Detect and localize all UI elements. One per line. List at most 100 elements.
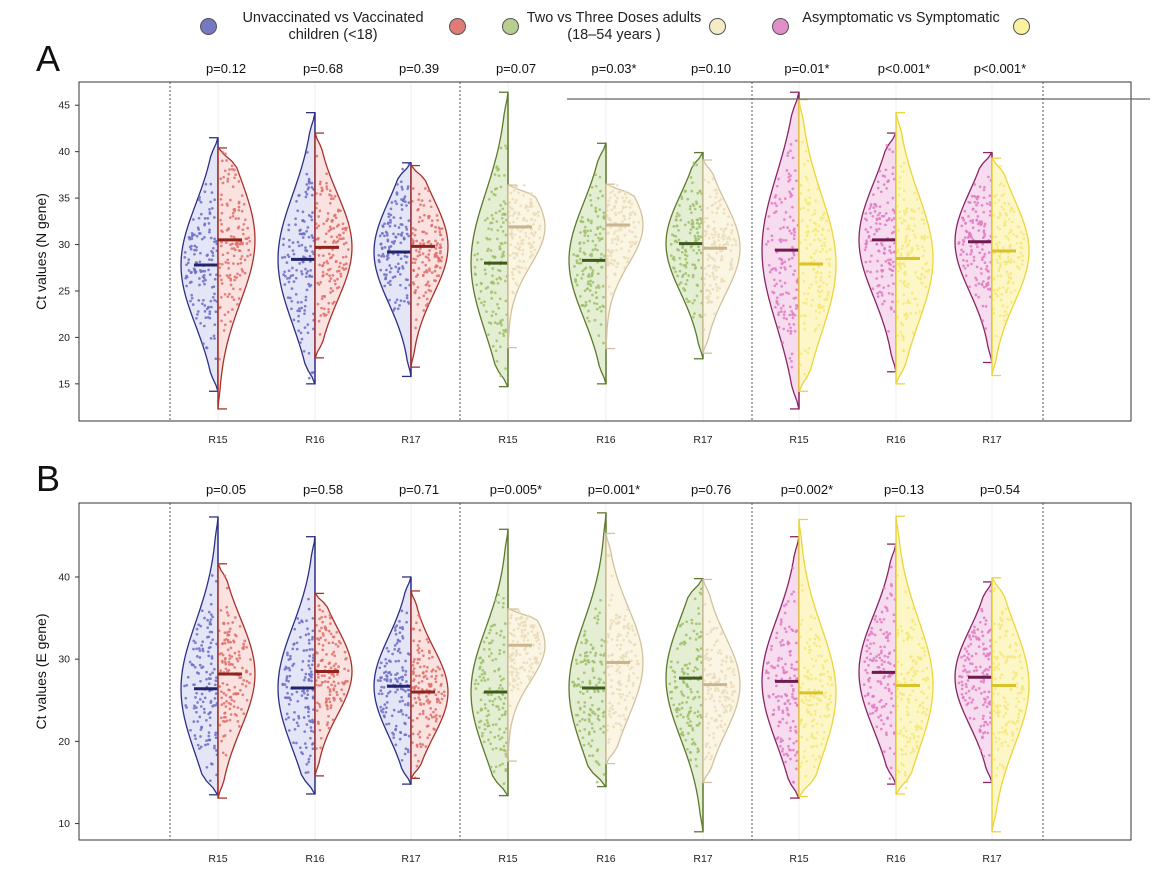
violin-b-2: [373, 576, 449, 785]
jitter-points: [765, 139, 800, 369]
legend-label: Two vs Three Doses adults (18–54 years ): [526, 10, 702, 43]
violin-left-half: [761, 536, 800, 799]
violin-a-6: [761, 91, 837, 410]
x-tick-label: R15: [789, 434, 808, 446]
x-tick-label: R15: [498, 434, 517, 446]
violin-left-half: [858, 132, 897, 373]
p-value-label: p=0.13: [884, 482, 924, 497]
violin-right-half: [314, 132, 353, 359]
violin-right-half: [798, 518, 837, 798]
x-tick-label: R17: [982, 853, 1001, 865]
y-tick-label: 45: [58, 100, 70, 112]
y-tick-label: 25: [58, 285, 70, 297]
violin-right-half: [605, 532, 644, 765]
x-tick-label: R16: [596, 434, 615, 446]
x-tick-label: R16: [886, 853, 905, 865]
legend-swatch-two-doses: [502, 18, 519, 35]
jitter-points: [410, 187, 444, 330]
jitter-points: [799, 584, 834, 778]
violin-right-half: [507, 608, 546, 762]
violin-b-7: [858, 515, 934, 795]
y-tick-label: 35: [58, 193, 70, 205]
jitter-points: [862, 565, 897, 780]
legend-group-1: Unvaccinated vs Vaccinated children (<18…: [200, 10, 466, 44]
jitter-points: [895, 574, 931, 790]
p-value-label: p<0.001*: [974, 61, 1026, 76]
x-tick-label: R16: [886, 434, 905, 446]
p-value-label: p=0.76: [691, 482, 731, 497]
x-tick-label: R17: [401, 434, 420, 446]
jitter-points: [572, 173, 606, 345]
violin-a-1: [277, 111, 353, 385]
violin-right-half: [895, 515, 934, 795]
panel-a: 15 20 25 30 35 40 45 Ct values (N gene) R15 p=0.1…: [33, 61, 1132, 446]
violin-right-half: [798, 98, 837, 392]
violin-a-4: [568, 142, 644, 385]
p-value-label: p=0.002*: [781, 482, 833, 497]
p-value-label: p<0.001*: [878, 61, 930, 76]
p-value-label: p=0.68: [303, 61, 343, 76]
violin-a-0: [180, 137, 256, 410]
x-tick-label: R17: [693, 434, 712, 446]
jitter-points: [764, 566, 799, 784]
violin-a-3: [470, 91, 546, 388]
y-axis-label: Ct values (N gene): [33, 193, 49, 310]
y-tick-label: 30: [58, 654, 70, 666]
jitter-points: [991, 586, 1026, 777]
p-value-label: p=0.001*: [588, 482, 640, 497]
jitter-points: [217, 574, 252, 757]
jitter-points: [895, 161, 931, 353]
y-tick-label: 40: [58, 571, 70, 583]
jitter-points: [702, 177, 738, 331]
x-tick-label: R16: [305, 434, 324, 446]
panel-label-a: A: [36, 38, 61, 79]
violin-left-half: [277, 111, 316, 385]
jitter-points: [183, 574, 219, 783]
p-value-label: p=0.07: [496, 61, 536, 76]
x-tick-label: R17: [693, 853, 712, 865]
legend-group-2: Two vs Three Doses adults (18–54 years ): [502, 10, 726, 44]
violin-right-half: [991, 157, 1030, 377]
violin-b-5: [665, 577, 741, 833]
panel-b: 10 20 30 40 Ct values (E gene) R15 p=0.05 R16 p=…: [33, 482, 1132, 865]
violin-left-half: [470, 528, 509, 797]
jitter-points: [281, 597, 316, 775]
p-value-label: p=0.54: [980, 482, 1020, 497]
p-value-label: p=0.58: [303, 482, 343, 497]
y-tick-label: 40: [58, 146, 70, 158]
y-tick-label: 20: [58, 332, 70, 344]
p-value-label: p=0.39: [399, 61, 439, 76]
p-value-label: p=0.005*: [490, 482, 542, 497]
legend-swatch-unvaccinated: [200, 18, 217, 35]
violin-right-half: [314, 592, 353, 777]
legend-swatch-three-doses: [709, 18, 726, 35]
p-value-label: p=0.10: [691, 61, 731, 76]
jitter-points: [314, 154, 350, 336]
violin-a-2: [373, 162, 449, 378]
violin-left-half: [277, 536, 316, 795]
p-value-label: p=0.05: [206, 482, 246, 497]
panel-label-b: B: [36, 458, 61, 499]
violin-right-half: [991, 577, 1030, 833]
violin-left-half: [373, 162, 412, 378]
plot-frame: [78, 81, 1132, 422]
violin-b-1: [277, 536, 353, 795]
violin-left-half: [858, 543, 897, 785]
x-tick-label: R15: [789, 853, 808, 865]
violin-right-half: [217, 563, 256, 799]
p-value-label: p=0.03*: [591, 61, 636, 76]
jitter-points: [669, 161, 704, 319]
y-tick-label: 15: [58, 378, 70, 390]
legend-swatch-asymptomatic: [772, 18, 789, 35]
violin-left-half: [665, 577, 704, 833]
legend-swatch-symptomatic: [1013, 18, 1030, 35]
jitter-points: [281, 151, 316, 380]
legend-label: Unvaccinated vs Vaccinated children (<18…: [242, 10, 424, 43]
y-tick-label: 30: [58, 239, 70, 251]
violin-right-half: [410, 164, 449, 368]
jitter-points: [571, 598, 607, 784]
jitter-points: [957, 589, 993, 758]
legend-swatch-vaccinated: [449, 18, 466, 35]
x-tick-label: R15: [208, 434, 227, 446]
jitter-points: [605, 183, 641, 296]
